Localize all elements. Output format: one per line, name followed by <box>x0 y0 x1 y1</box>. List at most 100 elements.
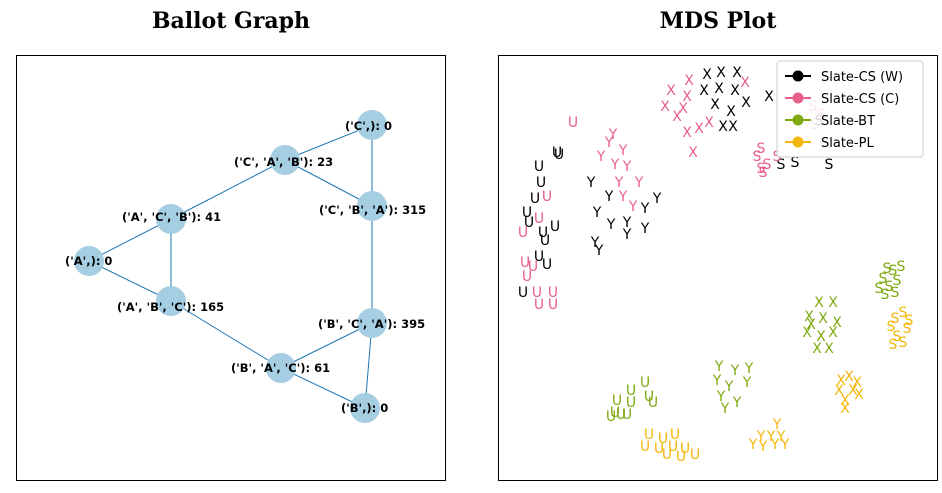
legend-marker <box>792 114 804 126</box>
mds-point: U <box>640 375 650 391</box>
mds-point: X <box>714 81 724 97</box>
mds-point: X <box>840 401 850 417</box>
mds-point: U <box>542 257 552 273</box>
mds-point: X <box>710 97 720 113</box>
mds-point: U <box>550 219 560 235</box>
graph-node-label-abc: ('A', 'B', 'C'): 165 <box>117 300 224 314</box>
mds-point: X <box>836 373 846 389</box>
graph-node-c <box>357 110 387 140</box>
mds-point: Y <box>724 379 734 395</box>
mds-point: X <box>716 65 726 81</box>
graph-node-label-bac: ('B', 'A', 'C'): 61 <box>231 361 330 375</box>
mds-point: U <box>548 297 558 313</box>
mds-point: Y <box>596 149 606 165</box>
mds-point: U <box>542 189 552 205</box>
graph-node-cba <box>357 191 387 221</box>
mds-point: X <box>832 315 842 331</box>
mds-point: U <box>568 115 578 131</box>
mds-point: X <box>730 83 740 99</box>
graph-edge-bac-b <box>280 367 366 409</box>
mds-point: Y <box>622 159 632 175</box>
mds-point: S <box>879 271 888 287</box>
mds-point: X <box>806 317 816 333</box>
mds-point: X <box>718 119 728 135</box>
mds-point: S <box>891 285 900 301</box>
mds-point: X <box>682 125 692 141</box>
mds-point: X <box>848 383 858 399</box>
mds-point: U <box>658 431 668 447</box>
graph-node-bca <box>357 308 387 338</box>
legend-marker <box>792 70 804 82</box>
mds-point: Y <box>780 437 790 453</box>
mds-point: X <box>740 75 750 91</box>
mds-point: X <box>702 67 712 83</box>
mds-point: S <box>883 261 892 277</box>
legend-label: Slate-CS (C) <box>821 92 899 107</box>
mds-point: U <box>552 145 562 161</box>
mds-point: X <box>818 311 828 327</box>
mds-point: S <box>773 149 782 165</box>
mds-point: U <box>680 441 690 457</box>
mds-point: Y <box>714 359 724 375</box>
mds-point: Y <box>770 437 780 453</box>
mds-point: S <box>899 335 908 351</box>
mds-point: U <box>534 249 544 265</box>
mds-point: Y <box>716 389 726 405</box>
mds-point: S <box>881 287 890 303</box>
mds-point: U <box>522 269 532 285</box>
mds-point: Y <box>622 227 632 243</box>
mds-point: U <box>644 389 654 405</box>
mds-point: S <box>757 141 766 157</box>
graph-edge-acb-a <box>88 218 172 262</box>
mds-point: U <box>554 147 564 163</box>
mds-point: X <box>804 309 814 325</box>
mds-point: X <box>726 104 736 120</box>
mds-point: X <box>704 115 714 131</box>
mds-point: U <box>522 205 532 221</box>
graph-node-label-acb: ('A', 'C', 'B'): 41 <box>122 210 221 224</box>
mds-point: Y <box>590 235 600 251</box>
legend-box <box>776 60 924 158</box>
mds-point: Y <box>586 175 596 191</box>
graph-node-a <box>74 246 104 276</box>
mds-point: Y <box>606 217 616 233</box>
mds-point: Y <box>730 363 740 379</box>
mds-point: S <box>887 319 896 335</box>
mds-point: U <box>612 393 622 409</box>
mds-point: X <box>699 83 709 99</box>
mds-point: S <box>791 155 800 171</box>
mds-point: U <box>518 225 528 241</box>
mds-point: X <box>816 329 826 345</box>
legend-label: Slate-BT <box>821 114 875 129</box>
mds-plot-panel: XXXXXXXXXXXXXXXXXXXXXXXSSSSSSSSSSSSSYYYY… <box>498 55 938 481</box>
mds-point: Y <box>640 221 650 237</box>
mds-point: Y <box>604 189 614 205</box>
mds-point: U <box>538 225 548 241</box>
graph-edge-bac-bca <box>280 322 373 369</box>
mds-point: X <box>666 83 676 99</box>
mds-point: S <box>899 305 908 321</box>
mds-point: X <box>672 109 682 125</box>
mds-point: S <box>903 321 912 337</box>
graph-node-b <box>350 393 380 423</box>
mds-point: X <box>682 89 692 105</box>
mds-point: S <box>753 149 762 165</box>
mds-point: S <box>763 157 772 173</box>
mds-point: Y <box>618 189 628 205</box>
mds-point: S <box>885 279 894 295</box>
mds-point: X <box>688 145 698 161</box>
graph-node-abc <box>156 286 186 316</box>
mds-point: U <box>644 427 654 443</box>
mds-point: U <box>534 211 544 227</box>
graph-node-label-b: ('B',): 0 <box>341 401 388 415</box>
mds-point: U <box>640 439 650 455</box>
mds-point: X <box>812 341 822 357</box>
mds-point: S <box>893 273 902 289</box>
mds-point: X <box>660 99 670 115</box>
mds-point: U <box>524 215 534 231</box>
mds-point: S <box>891 311 900 327</box>
mds-point: Y <box>634 175 644 191</box>
mds-point: Y <box>594 243 604 259</box>
mds-point: S <box>825 157 834 173</box>
mds-point: Y <box>766 429 776 445</box>
